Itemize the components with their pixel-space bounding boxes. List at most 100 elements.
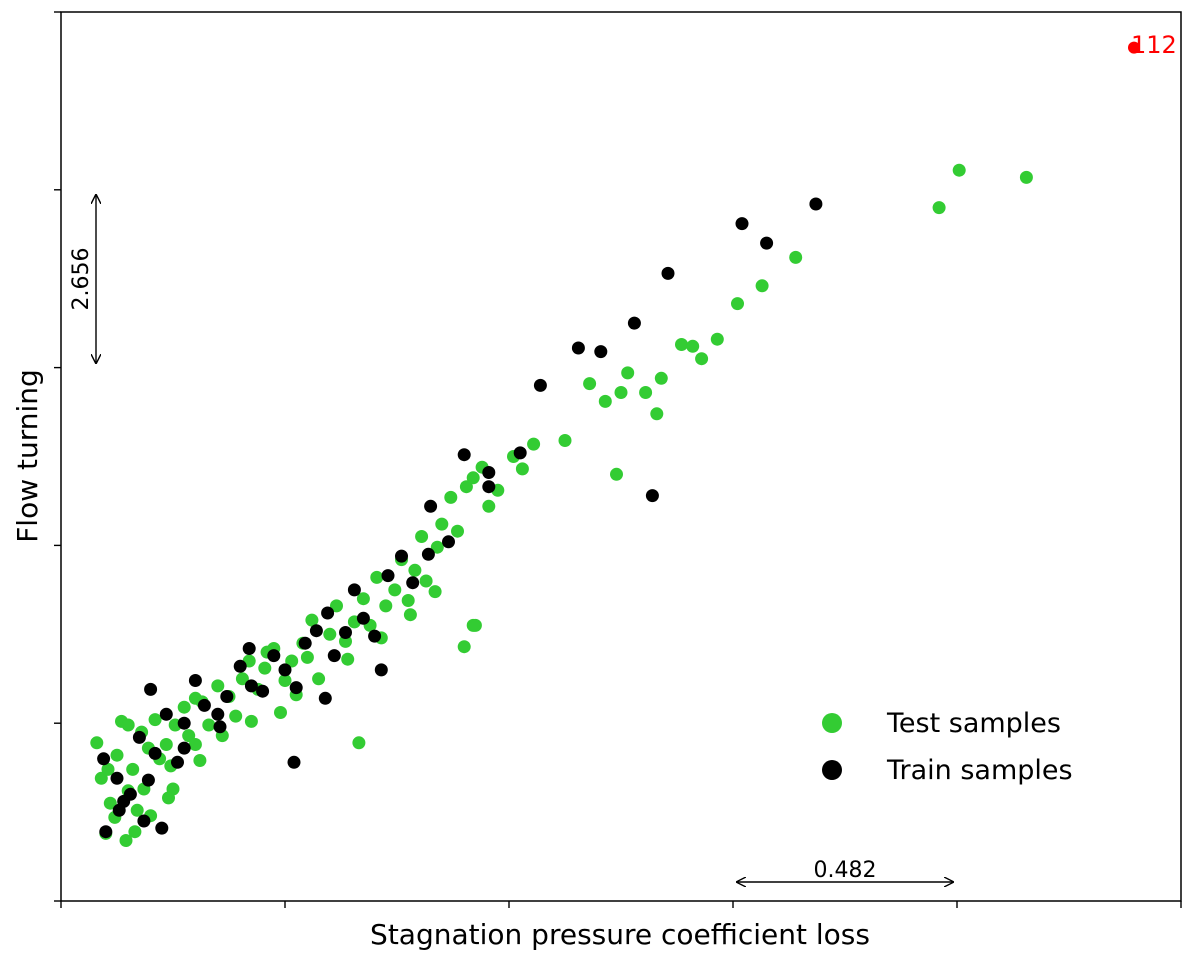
train-point-43 xyxy=(760,236,774,250)
train-point-25 xyxy=(339,626,352,639)
test-point-64 xyxy=(430,540,444,554)
train-point-28 xyxy=(368,629,382,643)
train-point-0 xyxy=(110,771,124,785)
train-point-39 xyxy=(594,345,608,359)
train-point-53 xyxy=(99,825,113,839)
test-point-53 xyxy=(341,652,355,666)
train-point-47 xyxy=(287,755,301,769)
test-point-99 xyxy=(468,618,482,632)
test-point-45 xyxy=(300,650,314,664)
test-point-81 xyxy=(598,394,612,408)
test-point-96 xyxy=(610,467,623,481)
test-point-51 xyxy=(356,592,370,606)
train-point-6 xyxy=(171,755,184,769)
y-axis-label: Flow turning xyxy=(11,369,44,543)
legend-label-test: Test samples xyxy=(886,708,1061,739)
plot-frame xyxy=(60,11,1182,902)
y-axis-ticks xyxy=(54,11,61,902)
test-point-69 xyxy=(466,471,480,485)
test-point-38 xyxy=(278,674,292,687)
series-test-samples xyxy=(90,163,1033,847)
test-point-3 xyxy=(110,748,124,762)
test-point-89 xyxy=(710,332,724,346)
train-point-42 xyxy=(735,217,749,231)
test-point-98 xyxy=(352,736,366,750)
test-point-16 xyxy=(130,803,144,817)
test-point-91 xyxy=(755,279,769,293)
test-point-36 xyxy=(244,714,258,728)
test-point-19 xyxy=(177,700,191,714)
test-point-75 xyxy=(527,437,541,451)
test-point-48 xyxy=(330,599,343,613)
train-point-33 xyxy=(442,535,455,549)
train-point-38 xyxy=(571,341,585,355)
series-train-samples xyxy=(97,197,823,839)
train-point-15 xyxy=(233,659,247,673)
test-point-101 xyxy=(162,791,175,805)
test-point-31 xyxy=(193,754,207,767)
test-point-62 xyxy=(419,574,433,588)
outlier-point-0 xyxy=(1128,41,1140,54)
test-point-7 xyxy=(119,834,133,847)
train-point-48 xyxy=(318,691,332,705)
test-point-97 xyxy=(650,407,664,421)
train-point-17 xyxy=(256,684,270,698)
test-point-77 xyxy=(428,585,442,599)
train-point-8 xyxy=(123,787,137,801)
y-span-annotation: 2.656 xyxy=(69,195,96,363)
train-point-55 xyxy=(177,741,191,755)
train-point-2 xyxy=(148,746,162,760)
train-point-50 xyxy=(374,663,388,677)
train-point-10 xyxy=(177,716,191,730)
test-point-93 xyxy=(932,201,946,215)
test-point-46 xyxy=(312,672,326,686)
test-point-2 xyxy=(121,718,135,732)
test-point-47 xyxy=(323,627,337,641)
test-point-59 xyxy=(401,594,415,607)
train-point-5 xyxy=(159,707,173,721)
test-point-55 xyxy=(379,599,393,613)
test-point-57 xyxy=(388,583,402,597)
test-point-102 xyxy=(188,738,202,751)
train-point-1 xyxy=(132,730,146,744)
train-point-57 xyxy=(645,489,659,503)
test-point-103 xyxy=(148,713,162,727)
test-point-44 xyxy=(305,613,319,627)
train-point-24 xyxy=(327,649,341,663)
test-point-0 xyxy=(90,736,104,750)
train-point-19 xyxy=(278,663,292,677)
outlier-point-label: 112 xyxy=(1131,31,1177,59)
test-point-86 xyxy=(675,338,688,351)
test-point-68 xyxy=(459,480,473,494)
test-point-54 xyxy=(370,570,384,584)
y-span-label: 2.656 xyxy=(69,248,94,311)
train-point-7 xyxy=(137,814,151,828)
train-point-16 xyxy=(244,679,258,693)
train-point-51 xyxy=(242,642,256,655)
test-point-92 xyxy=(789,250,803,264)
x-axis-ticks xyxy=(60,901,1182,908)
train-point-26 xyxy=(347,583,361,597)
test-point-82 xyxy=(614,386,628,399)
test-point-67 xyxy=(451,524,464,538)
train-point-27 xyxy=(356,611,370,625)
legend: Test samples Train samples xyxy=(822,708,1073,786)
train-point-29 xyxy=(381,569,395,583)
train-point-34 xyxy=(457,448,471,462)
train-point-54 xyxy=(141,773,155,787)
legend-label-train: Train samples xyxy=(886,755,1073,786)
test-point-65 xyxy=(435,517,449,531)
test-point-23 xyxy=(128,825,142,839)
train-point-21 xyxy=(298,636,312,650)
test-point-60 xyxy=(408,563,422,577)
test-point-66 xyxy=(444,490,458,504)
train-point-22 xyxy=(309,624,323,638)
test-point-80 xyxy=(583,377,597,391)
train-point-35 xyxy=(482,480,496,494)
test-point-30 xyxy=(202,718,216,732)
test-point-13 xyxy=(159,738,173,751)
test-point-84 xyxy=(639,386,653,399)
series-112 xyxy=(1128,41,1140,54)
train-point-41 xyxy=(661,266,675,280)
